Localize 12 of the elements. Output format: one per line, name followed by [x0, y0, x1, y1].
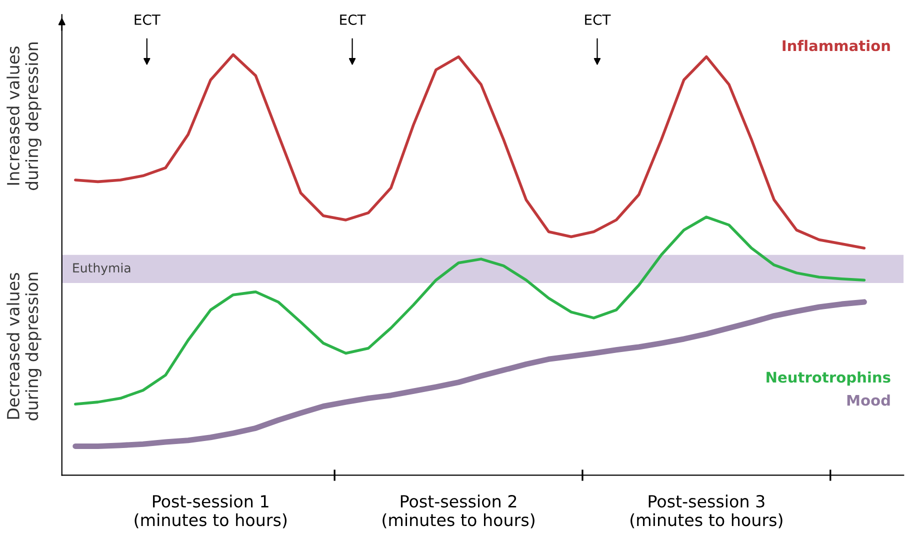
text: ECT [340, 14, 366, 25]
text: Inflammation [782, 40, 890, 52]
band-label: Euthymia [73, 262, 130, 275]
x-tick-label: Post-session 3 (minutes to hours) [630, 494, 782, 528]
x-tick-label: Post-session 2 (minutes to hours) [382, 494, 534, 528]
text: Decreased values during depression [6, 272, 42, 420]
x-tick-label: Post-session 1 (minutes to hours) [134, 494, 287, 528]
text: Mood [847, 394, 890, 406]
text: ECT [134, 14, 160, 25]
text: Neutrotrophins [766, 371, 890, 386]
text: ECT [585, 14, 611, 25]
text: Increased values during depression [6, 42, 42, 190]
